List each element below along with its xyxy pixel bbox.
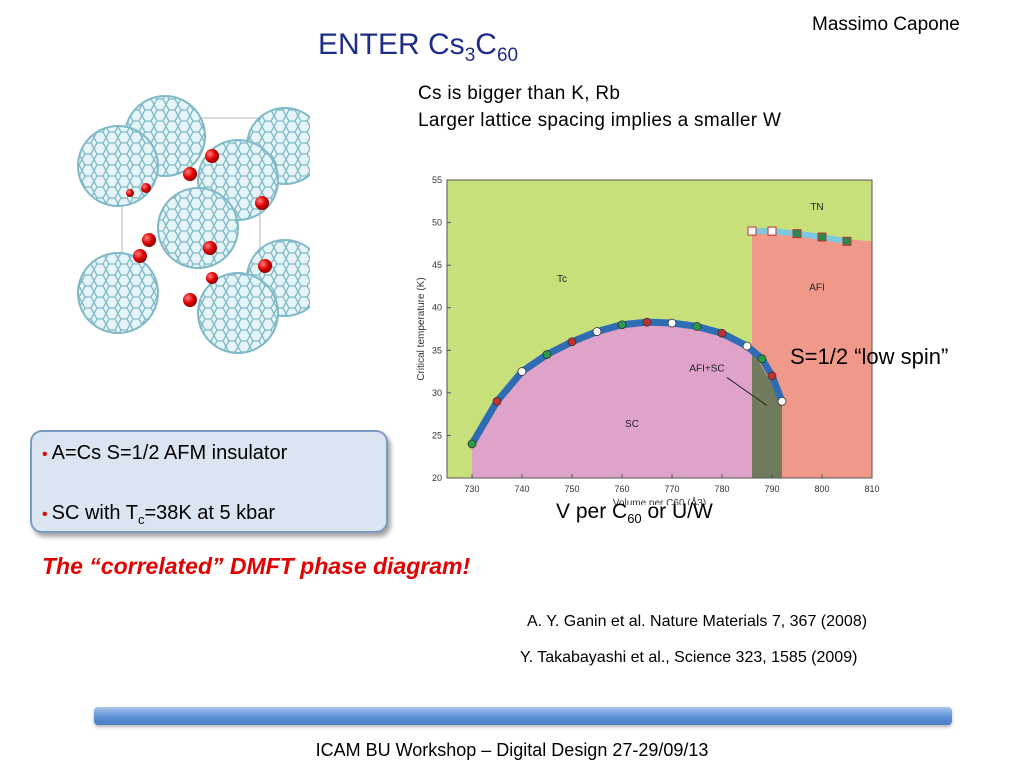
vlabel-sub: 60 [627,511,642,527]
y-tick-label: 35 [432,345,442,355]
x-tick-label: 800 [814,484,829,494]
y-tick-label: 30 [432,388,442,398]
tn-region-label: TN [810,202,823,213]
tc-point [757,354,767,364]
reference-1: A. Y. Ganin et al. Nature Materials 7, 3… [527,613,868,630]
tn-point [792,229,802,239]
x-axis-label: Volume per C60 (Å3) [613,496,706,505]
tc-point [567,337,577,347]
bullet-sc: • SC with Tc=38K at 5 kbar [42,502,276,527]
tc-point [767,371,777,381]
c60-crystal-structure-illustration [77,95,310,354]
afi-region-label: AFI [809,283,825,294]
tc-point [717,328,727,338]
x-tick-label: 790 [764,484,779,494]
corner-region [447,443,472,478]
spin-label: S=1/2 “low spin” [790,344,949,369]
note-line-1: Cs is bigger than K, Rb [418,83,621,104]
title-sub-3: 3 [464,45,476,66]
y-tick-label: 20 [432,473,442,483]
y-tick-label: 40 [432,303,442,313]
tn-point [817,232,827,242]
tc-point [692,322,702,331]
title-main: ENTER Cs [318,28,465,61]
afi-sc-region [752,350,782,478]
bullet-sc-pre: SC with T [51,502,138,524]
tn-point [767,226,777,236]
reference-2: Y. Takabayashi et al., Science 323, 1585… [520,649,858,666]
sc-region-label: SC [625,419,639,430]
dmft-statement: The “correlated” DMFT phase diagram! [42,553,471,579]
x-tick-label: 770 [664,484,679,494]
note-line-2: Larger lattice spacing implies a smaller… [418,110,782,131]
bullet-afm: • A=Cs S=1/2 AFM insulator [42,442,288,464]
plot-frame [446,179,873,479]
y-tick-label: 55 [432,175,442,185]
tc-point [742,341,752,351]
tn-point [747,226,757,236]
x-tick-label: 780 [714,484,729,494]
bullet-afm-text: A=Cs S=1/2 AFM insulator [51,442,288,464]
title-sub-60: 60 [496,45,519,66]
x-tick-label: 760 [614,484,629,494]
y-tick-label: 50 [432,218,442,228]
size-note: Cs is bigger than K, Rb Larger lattice s… [418,80,781,134]
volume-axis-caption: V per C60 or U/W [556,500,713,526]
bullet-sc-sub: c [137,512,145,527]
tc-point [542,350,552,359]
vlabel-post: or U/W [641,500,713,523]
vlabel-pre: V per C [556,500,628,523]
tn-point [842,236,852,246]
y-axis-label: Critical temperature (K) [416,277,427,380]
author-name: Massimo Capone [812,14,960,35]
tc-point [777,396,787,406]
y-tick-label: 45 [432,260,442,270]
footer-bar [94,707,952,725]
tc-point [667,318,677,328]
x-tick-label: 740 [514,484,529,494]
tc-point [467,439,477,449]
afi-sc-pointer [726,377,768,407]
properties-box: • A=Cs S=1/2 AFM insulator • SC with Tc=38… [30,430,388,533]
footer-text: ICAM BU Workshop – Digital Design 27-29/… [315,740,709,760]
x-tick-label: 730 [464,484,479,494]
tc-point [642,317,652,327]
tc-point [517,367,527,376]
bullet-sc-post: =38K at 5 kbar [144,502,276,524]
tc-point [592,327,602,336]
tc-point [492,396,502,406]
tc-region-label: Tc [557,274,567,285]
tc-point [617,320,627,330]
slide-title: ENTER Cs3C60 [318,28,518,67]
title-mid: C [475,28,497,61]
afi-sc-region-label: AFI+SC [689,364,724,375]
y-tick-label: 25 [432,430,442,440]
x-tick-label: 750 [564,484,579,494]
phase-diagram-chart: 730 740 750 760 770 780 790 800 810 20 25 30 35 40 45 5… [416,175,880,505]
x-tick-label: 810 [864,484,879,494]
